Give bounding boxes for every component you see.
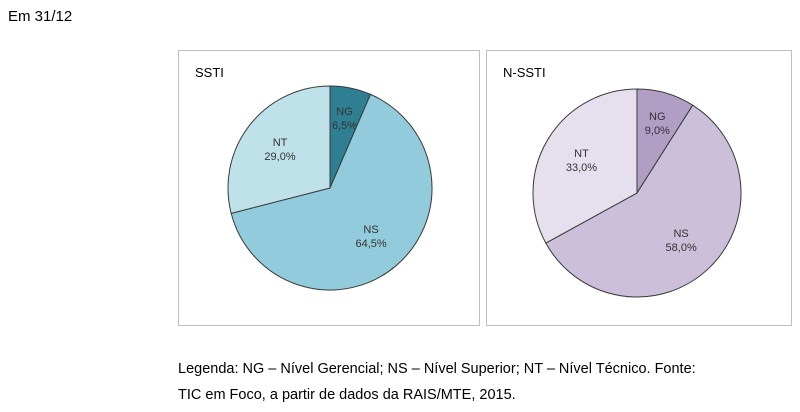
chart-panel-ssti: SSTI NG 6,5% NS 64,5% NT 29,0% — [178, 50, 480, 326]
caption-line-2: TIC em Foco, a partir de dados da RAIS/M… — [178, 387, 516, 403]
slice-value-label: 29,0% — [264, 151, 295, 163]
pie-slice-nt — [532, 88, 638, 244]
pie-slice-nt — [227, 85, 331, 214]
slice-category-label: NG — [649, 111, 666, 123]
pie-chart-n-ssti: NG 9,0% NS 58,0% NT 33,0% — [532, 88, 742, 298]
slice-category-label: NT — [273, 137, 288, 149]
pie-slice-ns — [545, 104, 742, 298]
caption-line-1: Legenda: NG – Nível Gerencial; NS – Níve… — [178, 361, 696, 377]
figure-caption: Legenda: NG – Nível Gerencial; NS – Níve… — [178, 356, 794, 408]
pie-chart-ssti: NG 6,5% NS 64,5% NT 29,0% — [227, 85, 433, 291]
slice-category-label: NS — [363, 224, 378, 236]
page-heading: Em 31/12 — [8, 8, 73, 25]
slice-category-label: NT — [574, 148, 589, 160]
slice-value-label: 58,0% — [666, 242, 697, 254]
chart-title-ssti: SSTI — [195, 65, 224, 80]
pie-slice-ns — [230, 93, 433, 291]
slice-value-label: 6,5% — [332, 120, 357, 132]
slice-value-label: 33,0% — [566, 162, 597, 174]
chart-panel-n-ssti: N-SSTI NG 9,0% NS 58,0% NT 33,0% — [486, 50, 792, 326]
slice-value-label: 64,5% — [355, 238, 386, 250]
slice-category-label: NS — [673, 228, 688, 240]
chart-title-n-ssti: N-SSTI — [503, 65, 546, 80]
slice-value-label: 9,0% — [645, 125, 670, 137]
slice-category-label: NG — [336, 106, 353, 118]
